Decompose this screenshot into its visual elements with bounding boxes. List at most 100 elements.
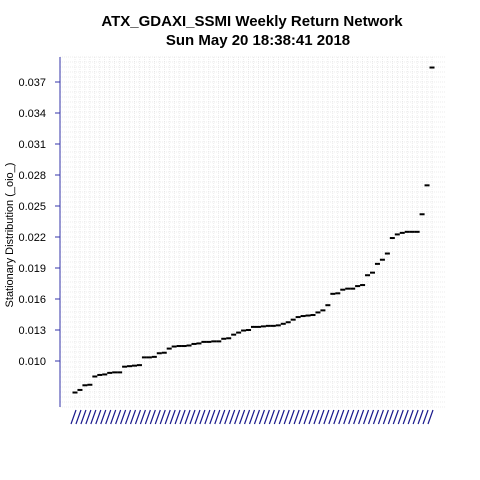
x-category-label: [164, 409, 171, 425]
y-tick-label: 0.022: [18, 232, 46, 244]
x-category-label: [283, 409, 290, 425]
x-category-label: [348, 409, 355, 425]
chart-subtitle: Sun May 20 18:38:41 2018: [166, 32, 350, 49]
data-point: [280, 322, 286, 325]
x-category-label: [184, 409, 191, 425]
data-point: [186, 344, 192, 347]
x-category-label: [134, 409, 142, 425]
data-point: [414, 230, 420, 233]
data-point: [330, 292, 336, 295]
data-point: [285, 321, 291, 324]
data-point: [156, 352, 162, 355]
data-point: [211, 340, 217, 343]
data-point: [92, 375, 98, 378]
data-point: [171, 345, 177, 348]
data-point: [221, 337, 227, 340]
x-category-label: [85, 409, 92, 425]
x-axis-labels: [70, 409, 434, 425]
x-category-label: [75, 409, 82, 425]
x-category-label: [278, 409, 285, 425]
data-point: [236, 331, 242, 334]
x-category-label: [110, 409, 117, 425]
y-axis-label: Stationary Distribution (_oio_): [4, 163, 16, 308]
data-point: [127, 365, 133, 368]
x-category-label: [422, 409, 429, 425]
data-point: [132, 364, 137, 367]
x-category-label: [273, 409, 280, 425]
data-point: [122, 365, 128, 368]
data-point: [102, 373, 108, 376]
data-point: [335, 292, 341, 295]
x-category-label: [303, 409, 310, 425]
y-tick-label: 0.025: [18, 201, 46, 213]
x-category-label: [209, 409, 216, 425]
data-point: [176, 345, 182, 348]
data-point: [251, 325, 256, 328]
data-point: [196, 342, 202, 345]
data-point: [226, 337, 232, 340]
x-category-label: [343, 409, 350, 425]
data-point: [166, 347, 172, 350]
data-point: [161, 351, 167, 354]
x-category-label: [239, 409, 246, 425]
x-category-label: [204, 409, 211, 425]
data-point: [107, 371, 113, 374]
data-point: [216, 340, 222, 343]
x-category-label: [243, 409, 251, 425]
data-point: [404, 230, 410, 233]
x-category-label: [392, 409, 399, 425]
data-point: [231, 333, 237, 336]
x-category-label: [298, 409, 305, 425]
x-category-label: [268, 409, 275, 425]
data-point: [112, 371, 118, 374]
x-category-label: [382, 409, 389, 425]
data-point: [360, 284, 366, 287]
x-category-label: [377, 409, 384, 425]
x-category-label: [353, 409, 360, 425]
data-point: [151, 355, 157, 358]
x-category-label: [412, 409, 419, 425]
data-point: [201, 340, 207, 343]
x-category-label: [338, 409, 345, 425]
data-point: [206, 340, 212, 343]
x-category-label: [308, 409, 315, 425]
data-point: [246, 329, 252, 331]
x-category-label: [115, 409, 122, 425]
x-category-label: [219, 409, 226, 425]
x-category-label: [328, 409, 335, 425]
y-tick-label: 0.034: [18, 108, 46, 120]
y-tick-label: 0.010: [18, 356, 46, 368]
data-point: [77, 388, 83, 391]
x-category-label: [70, 409, 77, 425]
data-point: [379, 258, 385, 261]
data-point: [365, 274, 371, 277]
data-point: [181, 345, 187, 348]
x-category-label: [258, 409, 265, 425]
y-tick-label: 0.031: [18, 139, 46, 151]
x-category-label: [154, 409, 161, 425]
data-point: [270, 324, 276, 327]
y-tick-label: 0.019: [18, 263, 46, 275]
data-point: [275, 324, 281, 327]
y-tick-label: 0.028: [18, 170, 46, 182]
x-category-label: [407, 409, 414, 425]
x-category-label: [323, 409, 330, 425]
x-category-label: [124, 409, 132, 425]
y-tick-label: 0.037: [18, 77, 46, 89]
x-category-label: [318, 409, 325, 425]
x-category-label: [129, 409, 137, 425]
y-axis: 0.010 0.013 0.016 0.019 0.022 0.025 0.028 0.031…: [18, 57, 61, 407]
data-point: [117, 371, 123, 374]
data-point: [82, 384, 88, 387]
x-category-label: [159, 409, 166, 425]
x-category-label: [248, 409, 256, 425]
x-category-label: [253, 409, 261, 425]
x-category-label: [333, 409, 340, 425]
x-category-label: [169, 409, 176, 425]
data-point: [350, 287, 356, 290]
data-point: [370, 271, 375, 274]
data-point: [295, 316, 301, 319]
data-point: [320, 309, 326, 312]
data-point: [136, 364, 142, 367]
